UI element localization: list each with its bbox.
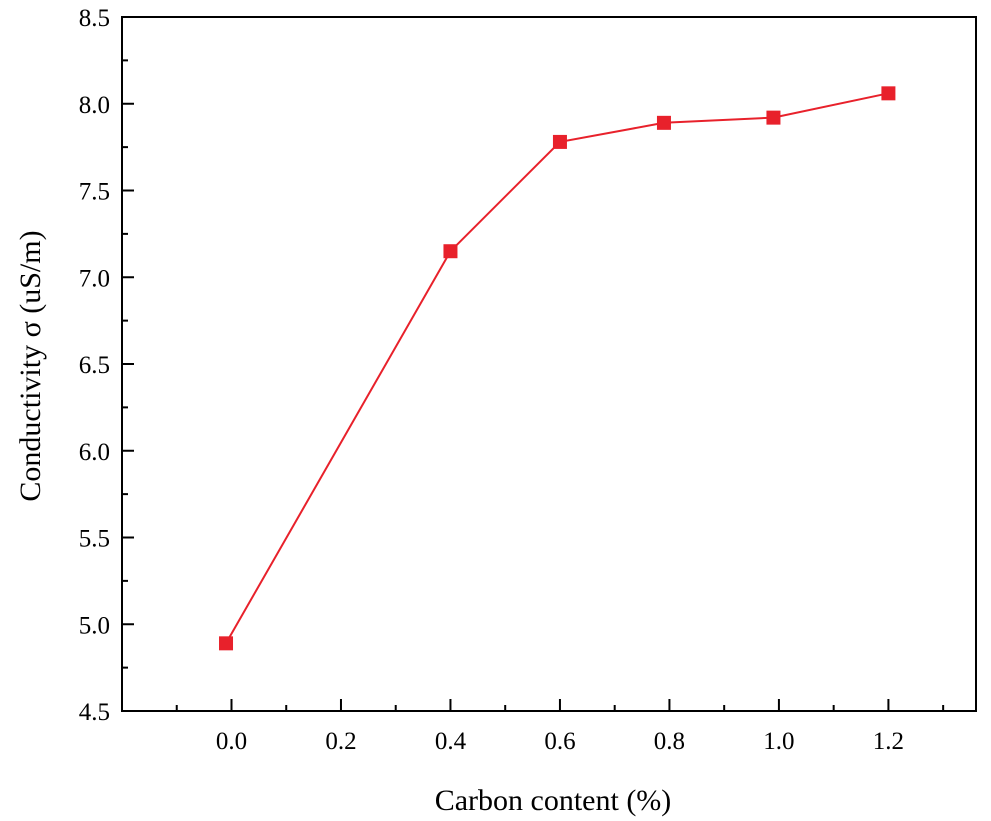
series-layer — [219, 86, 896, 651]
plot-border — [121, 16, 977, 712]
y-tick-label: 6.0 — [79, 439, 110, 466]
y-tick-label: 7.5 — [79, 179, 110, 206]
x-tick-label: 0.4 — [435, 728, 467, 755]
x-tick-label: 0.2 — [325, 728, 356, 755]
y-tick-label: 5.5 — [79, 526, 110, 553]
data-point-marker — [881, 86, 896, 101]
x-tick-label: 0.8 — [654, 728, 685, 755]
y-tick-label: 8.0 — [79, 92, 110, 119]
series-line — [225, 92, 889, 644]
plot-frame — [121, 16, 977, 712]
x-tick-label: 1.2 — [873, 728, 904, 755]
y-tick-label: 5.0 — [79, 612, 110, 639]
data-point-marker — [656, 115, 671, 130]
x-axis: 0.0 0.2 0.4 0.6 0.8 1.0 1.2 — [175, 699, 945, 755]
y-tick-label: 7.0 — [79, 265, 110, 292]
y-tick-label: 8.5 — [79, 5, 110, 32]
y-tick-label: 6.5 — [79, 352, 110, 379]
data-point-marker — [219, 636, 234, 651]
y-axis: 4.5 5.0 5.5 6.0 6.5 7.0 7.5 8.0 8.5 — [79, 5, 134, 726]
x-tick-label: 1.0 — [763, 728, 794, 755]
x-tick-label: 0.6 — [544, 728, 575, 755]
y-axis-title: Conductivity σ (uS/m) — [14, 230, 47, 501]
x-axis-title: Carbon content (%) — [435, 784, 672, 817]
data-point-marker — [443, 244, 458, 259]
data-point-marker — [766, 110, 781, 125]
x-tick-label: 0.0 — [216, 728, 247, 755]
y-tick-label: 4.5 — [79, 699, 110, 726]
data-point-marker — [552, 134, 567, 149]
